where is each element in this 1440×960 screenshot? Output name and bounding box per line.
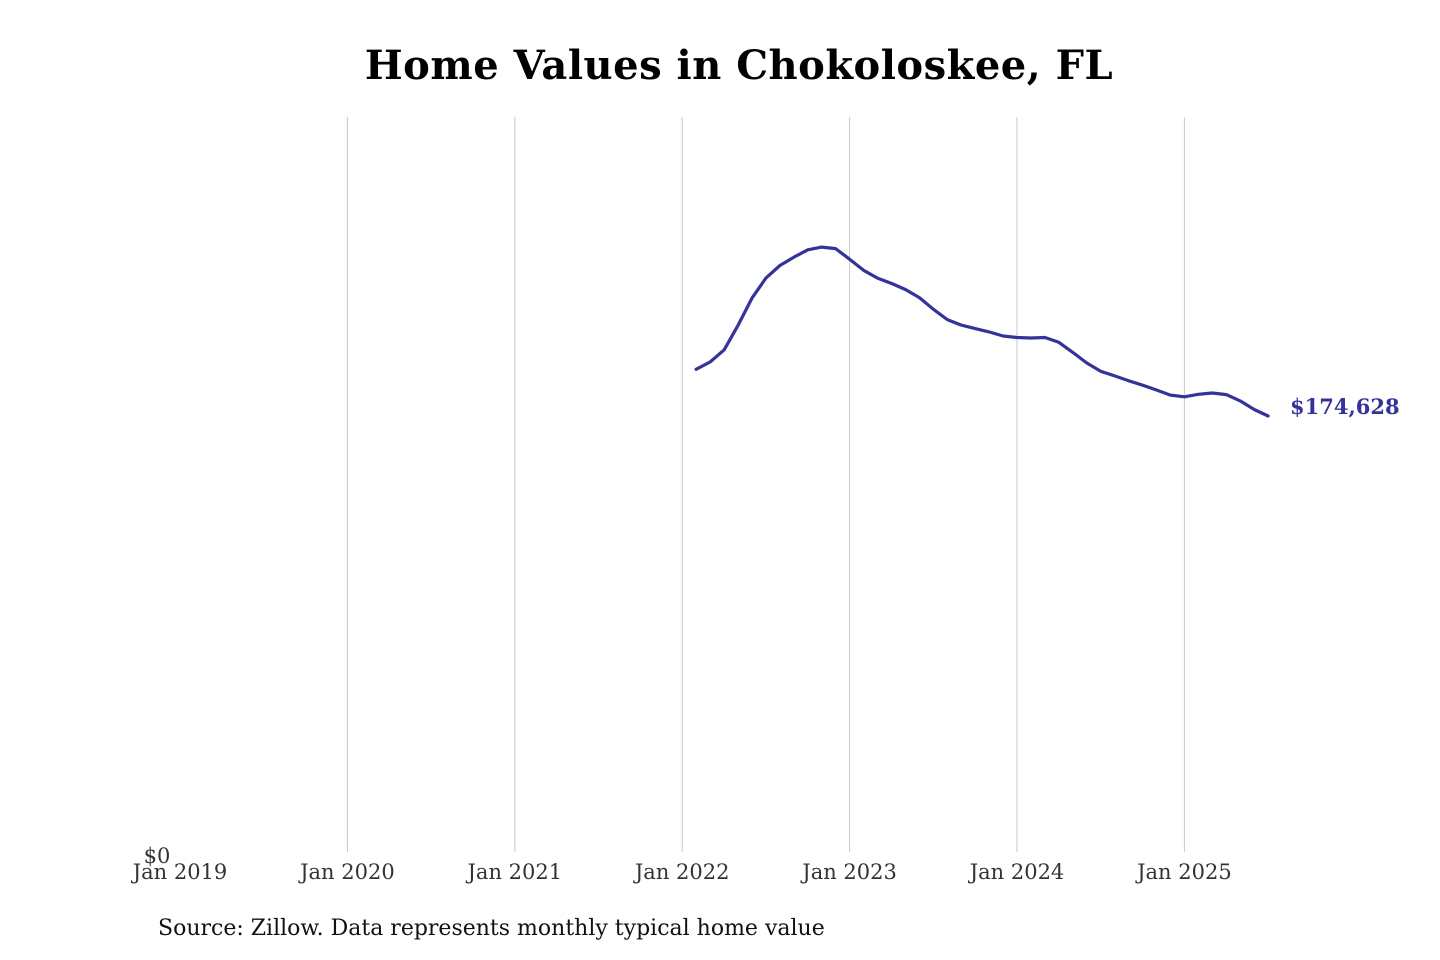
data-line-layer [694, 245, 1270, 418]
source-note: Source: Zillow. Data represents monthly … [158, 916, 825, 941]
x-tick-label: Jan 2019 [131, 860, 228, 884]
x-tick-label: Jan 2021 [466, 860, 563, 884]
y-tick-label: $0 [144, 844, 171, 868]
x-tick-label: Jan 2023 [800, 860, 897, 884]
x-tick-label: Jan 2025 [1135, 860, 1232, 884]
chart-title: Home Values in Chokoloskee, FL [364, 42, 1114, 89]
grid-lines [346, 117, 1185, 852]
x-tick-label: Jan 2020 [298, 860, 395, 884]
end-value-label: $174,628 [1290, 394, 1400, 419]
series-line [694, 245, 1270, 418]
labels-layer: Jan 2019 Jan 2020 Jan 2021 Jan 2022 Jan 2023… [131, 394, 1400, 884]
x-tick-label: Jan 2022 [633, 860, 730, 884]
x-tick-label: Jan 2024 [968, 860, 1065, 884]
